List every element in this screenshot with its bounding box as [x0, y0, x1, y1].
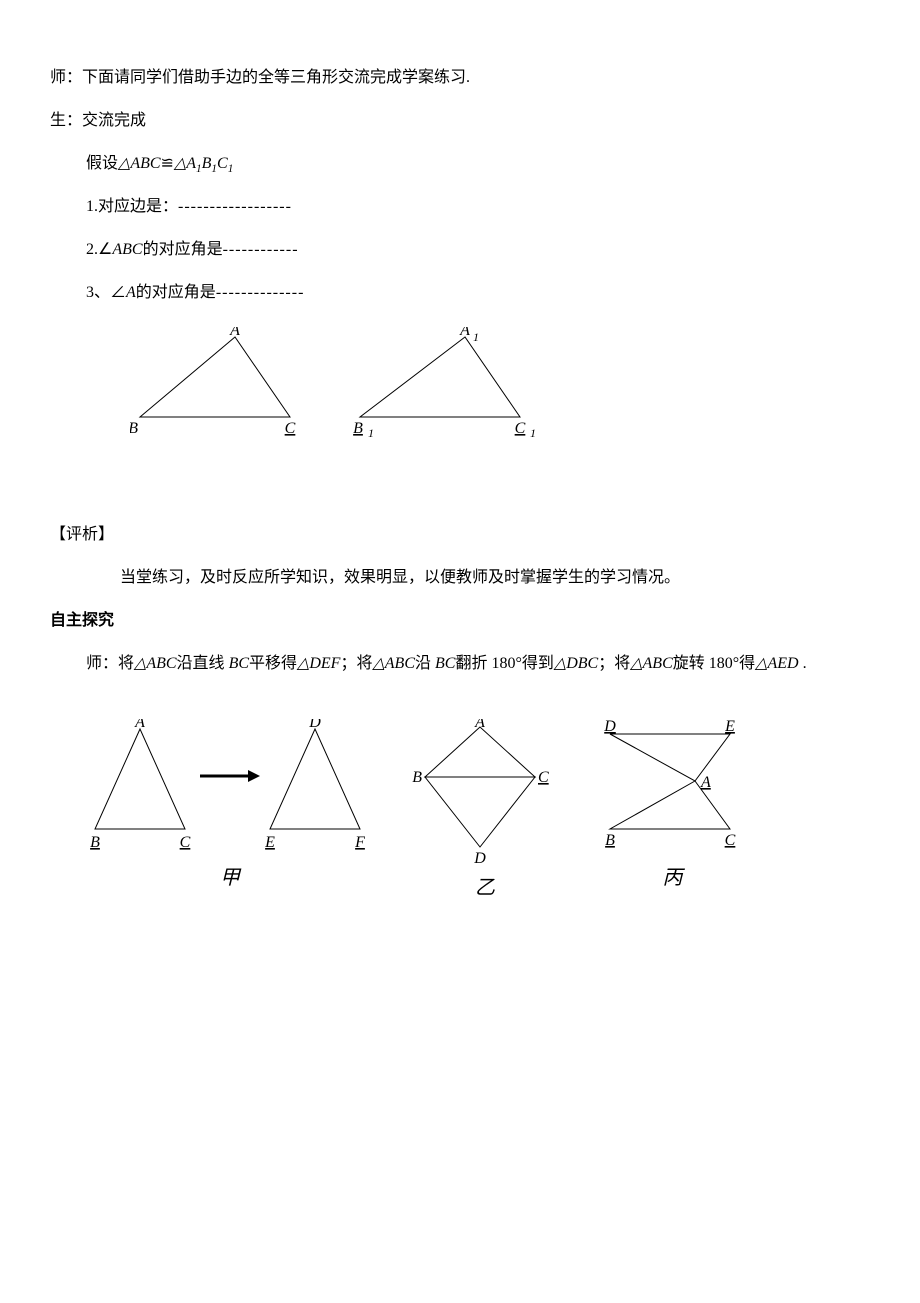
question-1: 1.对应边是：------------------	[50, 193, 870, 222]
caption-yi: 乙	[475, 870, 495, 906]
svg-text:1: 1	[473, 330, 479, 344]
q2-pre: 2.∠	[86, 241, 112, 258]
c1: C	[217, 155, 228, 172]
review-heading: 【评析】	[50, 521, 870, 550]
ex-s4: 沿	[415, 655, 435, 672]
fig-yi-svg: A B C D	[410, 719, 560, 864]
explore-heading: 自主探究	[50, 607, 870, 636]
ex-s1: 沿直线	[177, 655, 229, 672]
review-text: 当堂练习，及时反应所学知识，效果明显，以便教师及时掌握学生的学习情况。	[50, 564, 870, 593]
svg-text:B: B	[130, 420, 138, 437]
triangle-a1b1c1: A1 B1 C1	[350, 327, 550, 437]
q3-mid: 的对应角是	[136, 284, 216, 301]
ex-tri6: △	[755, 655, 767, 672]
fig-jia-svg: A B C D E F	[80, 719, 380, 854]
student-line: 生：交流完成	[50, 107, 870, 136]
svg-text:B: B	[605, 832, 615, 849]
ex-pre: 师：将	[86, 655, 134, 672]
ex-def: DEF	[309, 655, 340, 672]
a1: A	[186, 155, 196, 172]
svg-text:A: A	[700, 774, 711, 791]
ex-s2: 平移得	[249, 655, 297, 672]
caption-bing: 丙	[663, 860, 683, 896]
q3-blank: --------------	[216, 284, 305, 301]
fig-bing-svg: D E A B C	[590, 719, 755, 854]
q2-abc: ABC	[112, 241, 142, 258]
svg-text:A: A	[134, 719, 145, 731]
ex-bc1: BC	[229, 655, 249, 672]
svg-text:D: D	[473, 850, 486, 864]
ex-tri4: △	[554, 655, 566, 672]
ex-s5: 翻折 180°得到	[455, 655, 553, 672]
svg-text:D: D	[603, 719, 616, 735]
ex-tri5: △	[630, 655, 642, 672]
sub1c: 1	[228, 163, 234, 175]
figure-row-1: A B C A1 B1 C1	[130, 327, 870, 437]
svg-text:B: B	[412, 769, 422, 786]
ex-s6: ；将	[598, 655, 630, 672]
q1-pre: 1.对应边是：	[86, 198, 178, 215]
svg-text:A: A	[459, 327, 470, 339]
svg-text:C: C	[725, 832, 736, 849]
q3-pre: 3、∠	[86, 284, 126, 301]
svg-text:E: E	[724, 719, 735, 735]
svg-text:1: 1	[368, 426, 374, 437]
ex-abc3: ABC	[643, 655, 673, 672]
svg-text:C: C	[538, 769, 549, 786]
explore-line: 师：将△ABC沿直线 BC平移得△DEF；将△ABC沿 BC翻折 180°得到△…	[50, 650, 870, 679]
ex-tri1: △	[134, 655, 146, 672]
ex-aed: AED	[767, 655, 798, 672]
svg-text:A: A	[229, 327, 240, 339]
ex-abc1: ABC	[146, 655, 176, 672]
figure-row-2: A B C D E F 甲 A B C D 乙	[80, 719, 870, 906]
tri-symbol-2: △	[174, 155, 186, 172]
assume-pre: 假设	[86, 155, 118, 172]
q2-blank: ------------	[223, 241, 299, 258]
caption-jia: 甲	[220, 860, 240, 896]
svg-text:C: C	[180, 834, 191, 851]
ex-abc2: ABC	[385, 655, 415, 672]
question-2: 2.∠ABC的对应角是------------	[50, 236, 870, 265]
figure-yi: A B C D 乙	[410, 719, 560, 906]
tri-symbol-1: △	[118, 155, 130, 172]
teacher-line-1: 师：下面请同学们借助手边的全等三角形交流完成学案练习.	[50, 64, 870, 93]
svg-text:B: B	[90, 834, 100, 851]
svg-text:1: 1	[530, 426, 536, 437]
figure-bing: D E A B C 丙	[590, 719, 755, 896]
ex-tri2: △	[297, 655, 309, 672]
svg-text:A: A	[474, 719, 485, 731]
abc-1: ABC	[130, 155, 160, 172]
ex-tri3: △	[372, 655, 384, 672]
ex-bc2: BC	[435, 655, 455, 672]
q1-blank: ------------------	[178, 198, 292, 215]
svg-text:C: C	[515, 420, 526, 437]
ex-s7: 旋转 180°得	[673, 655, 755, 672]
svg-text:E: E	[264, 834, 275, 851]
q3-a: A	[126, 284, 136, 301]
ex-dbc: DBC	[566, 655, 598, 672]
figure-jia: A B C D E F 甲	[80, 719, 380, 896]
ex-s3: ；将	[340, 655, 372, 672]
q2-mid: 的对应角是	[143, 241, 223, 258]
triangle-abc: A B C	[130, 327, 310, 437]
question-3: 3、∠A的对应角是--------------	[50, 279, 870, 308]
cong: ≌	[161, 155, 174, 172]
svg-text:D: D	[308, 719, 321, 731]
svg-text:C: C	[285, 420, 296, 437]
assumption-line: 假设△ABC≌△A1B1C1	[50, 150, 870, 179]
svg-text:B: B	[353, 420, 363, 437]
b1: B	[202, 155, 212, 172]
ex-end: .	[799, 655, 807, 672]
svg-text:F: F	[354, 834, 365, 851]
